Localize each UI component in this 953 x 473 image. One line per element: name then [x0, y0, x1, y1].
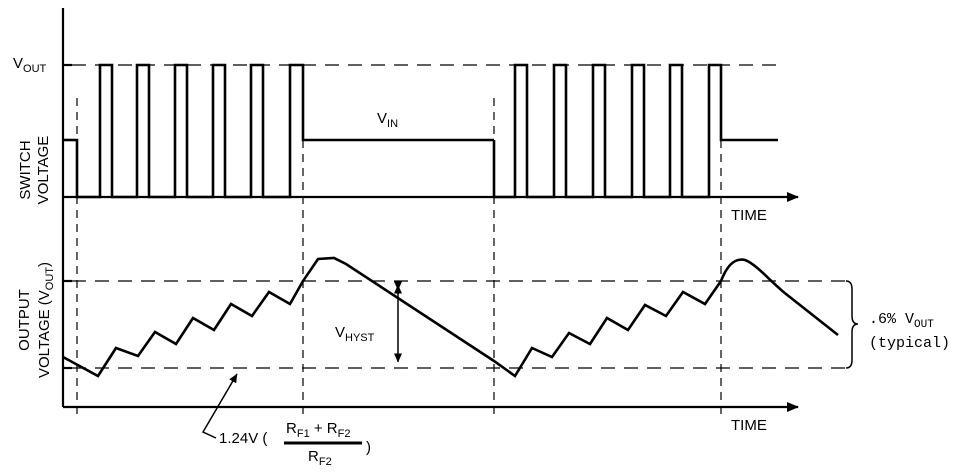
formula-prefix: 1.24V (: [219, 430, 267, 447]
top-time-label: TIME: [731, 207, 767, 224]
ripple-typical-label: (typical): [869, 335, 950, 352]
output-voltage-waveform: [62, 256, 839, 378]
formula-denominator: RF2: [308, 448, 332, 468]
formula-leader-arrow: [201, 373, 238, 439]
bottom-time-label: TIME: [731, 417, 767, 434]
output-voltage-axis-label: OUTPUT VOLTAGE (VOUT): [16, 262, 56, 378]
formula-numerator: RF1 + RF2: [286, 420, 350, 440]
ripple-percent-label: .6% VOUT: [869, 311, 934, 331]
svg-text:VOLTAGE (VOUT): VOLTAGE (VOUT): [36, 262, 56, 378]
svg-text:VOLTAGE: VOLTAGE: [35, 136, 52, 205]
ripple-brace: [845, 280, 859, 369]
svg-text:OUTPUT: OUTPUT: [16, 289, 33, 351]
formula-suffix: ): [366, 439, 371, 456]
switch-voltage-waveform-burst-1: [63, 63, 494, 199]
vin-label: VIN: [377, 110, 398, 130]
switch-voltage-waveform-burst-2: [492, 63, 778, 199]
vhyst-label: VHYST: [335, 324, 375, 344]
switch-voltage-axis-label: SWITCH VOLTAGE: [17, 136, 52, 205]
svg-text:SWITCH: SWITCH: [17, 140, 34, 199]
vout-label: VOUT: [13, 55, 47, 75]
